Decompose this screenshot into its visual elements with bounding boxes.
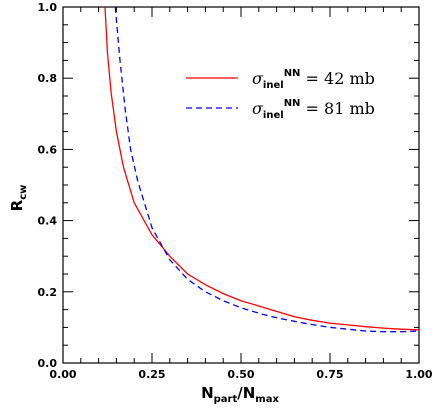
tick-labels: 0.00 0.25 0.50 0.75 1.00 0.0 0.2 0.4 0.6 0.8 1.0 bbox=[38, 1, 433, 381]
x-tick-label: 0.50 bbox=[227, 368, 254, 381]
series-line-1 bbox=[104, 7, 419, 331]
legend-entry-1: σinelNN = 42 mb bbox=[252, 68, 375, 91]
x-tick-label: 0.00 bbox=[49, 368, 76, 381]
legend-value: = 42 mb bbox=[300, 69, 374, 88]
axis-ticks bbox=[62, 6, 420, 364]
y-tick-label: 0.8 bbox=[38, 72, 58, 85]
legend-subscript: inel bbox=[263, 110, 284, 121]
legend-superscript: NN bbox=[284, 98, 301, 109]
y-tick-label: 0.4 bbox=[38, 215, 58, 228]
y-tick-label: 0.6 bbox=[38, 143, 58, 156]
x-tick-label: 1.00 bbox=[405, 368, 432, 381]
y-tick-label: 0.0 bbox=[38, 357, 58, 370]
x-tick-label: 0.75 bbox=[316, 368, 343, 381]
x-tick-label: 0.25 bbox=[138, 368, 165, 381]
legend-subscript: inel bbox=[263, 80, 284, 91]
plot-area bbox=[62, 6, 420, 364]
series-lines bbox=[104, 7, 419, 333]
x-axis-label: Npart/Nmax bbox=[201, 384, 279, 405]
y-axis-label: Rcw bbox=[8, 185, 29, 212]
y-tick-label: 0.2 bbox=[38, 286, 58, 299]
legend-superscript: NN bbox=[284, 68, 301, 79]
y-tick-label: 1.0 bbox=[38, 1, 58, 14]
legend-entry-2: σinelNN = 81 mb bbox=[252, 98, 375, 121]
plot-frame bbox=[62, 6, 420, 364]
legend-value: = 81 mb bbox=[300, 99, 374, 118]
legend-symbol: σ bbox=[252, 99, 264, 118]
legend-symbol: σ bbox=[252, 69, 264, 88]
series-line-2 bbox=[114, 7, 419, 333]
